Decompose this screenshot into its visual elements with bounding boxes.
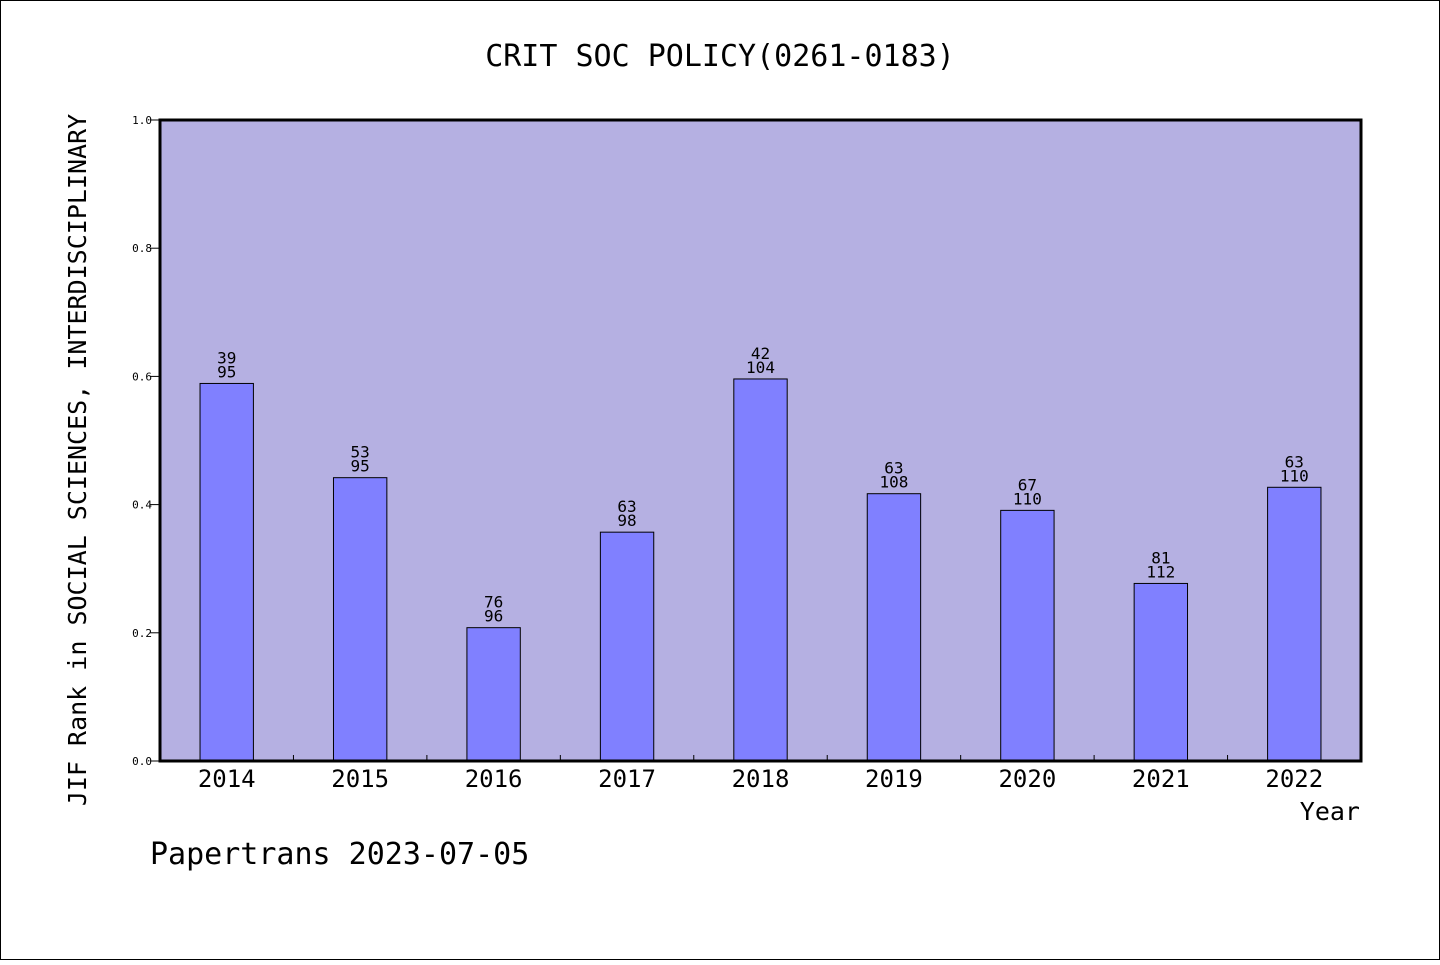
- bar: [1133, 582, 1189, 762]
- bars-group: [199, 378, 1322, 762]
- x-tick-label: 2018: [732, 765, 790, 793]
- bar-label-total: 110: [1013, 489, 1042, 508]
- bar-label-total: 95: [217, 362, 236, 381]
- footer-text: Papertrans 2023-07-05: [150, 837, 529, 872]
- x-tick-label: 2020: [998, 765, 1056, 793]
- bar-label-rank: 39: [217, 348, 236, 367]
- y-tick-label: 1.0: [132, 114, 152, 127]
- bar-label-rank: 63: [1285, 452, 1304, 471]
- y-tick-label: 0.2: [132, 627, 152, 640]
- y-tick-label: 0.6: [132, 370, 152, 383]
- bar: [866, 493, 922, 762]
- bar-label-total: 98: [617, 511, 636, 530]
- chart-title: CRIT SOC POLICY(0261-0183): [485, 39, 955, 74]
- x-tick-label: 2016: [465, 765, 523, 793]
- y-axis-label: JIF Rank in SOCIAL SCIENCES, INTERDISCIP…: [63, 114, 92, 806]
- y-axis: 0.0 0.2 0.4 0.6 0.8 1.0: [132, 114, 160, 768]
- bar: [1000, 509, 1055, 762]
- x-tick-label: 2022: [1265, 765, 1323, 793]
- bar-label-rank: 67: [1018, 475, 1037, 494]
- bar-label-total: 95: [351, 457, 370, 476]
- bar-label-rank: 63: [884, 459, 903, 478]
- bar-label-total: 108: [879, 473, 908, 492]
- x-tick-label: 2015: [331, 765, 389, 793]
- bar: [332, 477, 388, 762]
- bar-label-rank: 42: [751, 344, 770, 363]
- bar: [733, 378, 788, 762]
- bar: [199, 382, 254, 762]
- y-tick-label: 0.0: [132, 755, 152, 768]
- y-tick-label: 0.8: [132, 242, 152, 255]
- bar: [466, 627, 521, 762]
- x-axis: 2014 2015 2016 2017 2018 2019 2020 2021 2022: [198, 755, 1323, 793]
- x-axis-label: Year: [1300, 797, 1360, 826]
- plot-frame: [158, 118, 1363, 763]
- bar-label-rank: 63: [617, 497, 636, 516]
- bar: [1267, 486, 1322, 762]
- bar-label-rank: 53: [351, 443, 370, 462]
- bar-label-rank: 81: [1151, 548, 1170, 567]
- bar-label-total: 104: [746, 358, 775, 377]
- bar-label-total: 112: [1146, 562, 1175, 581]
- x-tick-label: 2019: [865, 765, 923, 793]
- x-tick-label: 2014: [198, 765, 256, 793]
- bar-label-total: 110: [1280, 466, 1309, 485]
- y-tick-label: 0.4: [132, 499, 152, 512]
- bar-label-rank: 76: [484, 593, 503, 612]
- bar-label-total: 96: [484, 607, 503, 626]
- x-tick-label: 2021: [1132, 765, 1190, 793]
- bar: [599, 531, 655, 762]
- x-tick-label: 2017: [598, 765, 656, 793]
